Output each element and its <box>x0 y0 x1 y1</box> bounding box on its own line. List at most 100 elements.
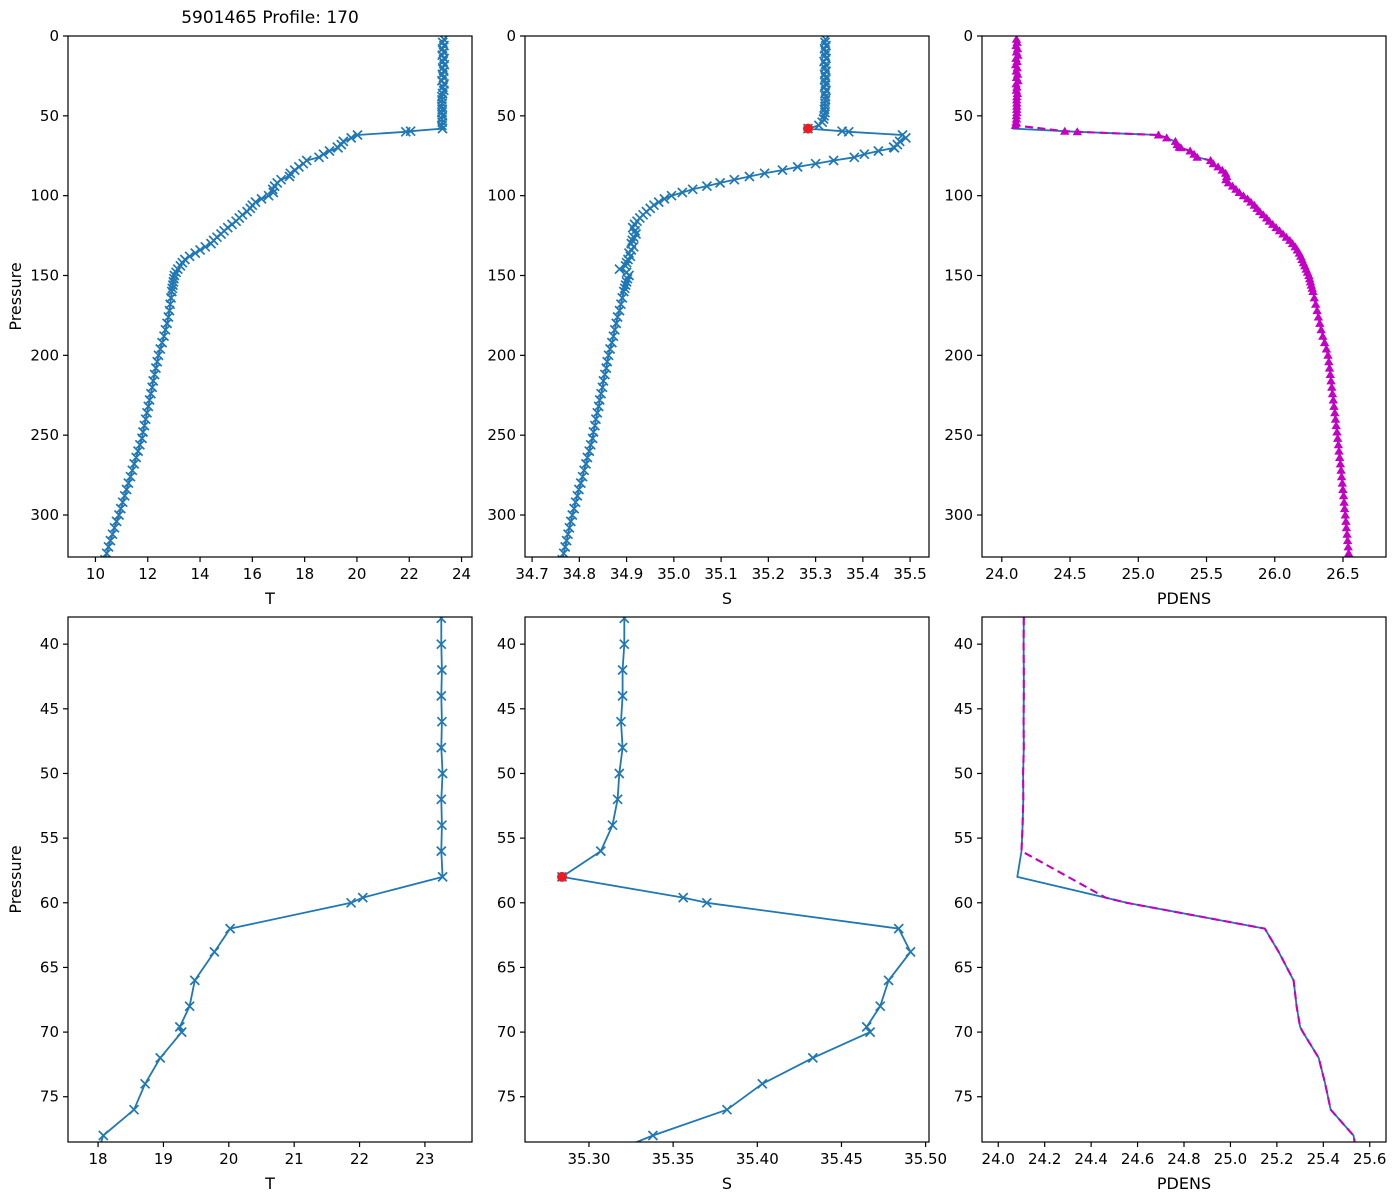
y-tick-label: 100 <box>30 187 59 205</box>
panel-pdens-full: 24.0 24.5 25.0 25.5 26.0 26.5 PDENS 0 50 100 150 20… <box>944 27 1387 608</box>
bad-point-marker <box>557 871 568 882</box>
x-axis-title: T <box>264 1174 275 1193</box>
profile-line-T <box>100 617 444 1142</box>
x-axis-title: PDENS <box>1157 1174 1211 1193</box>
x-tick-label: 35.30 <box>567 1150 610 1168</box>
x-tick-label: 35.3 <box>799 565 832 583</box>
x-tick-label: 35.50 <box>904 1150 947 1168</box>
y-tick-label: 60 <box>497 894 516 912</box>
x-tick-label: 22 <box>350 1150 369 1168</box>
x-tick-label: 24.4 <box>1074 1150 1107 1168</box>
x-markers-T <box>99 36 450 557</box>
y-tick-label: 75 <box>497 1088 516 1106</box>
y-axis-title: Pressure <box>6 262 25 330</box>
x-tick-label: 35.1 <box>704 565 737 583</box>
y-tick-label: 65 <box>497 958 516 976</box>
x-tick-label: 34.7 <box>515 565 548 583</box>
y-tick-label: 40 <box>954 635 973 653</box>
y-tick-label: 200 <box>30 346 59 364</box>
y-tick-label: 45 <box>40 700 59 718</box>
x-tick-label: 24.6 <box>1121 1150 1154 1168</box>
y-tick-label: 300 <box>30 506 59 524</box>
y-tick-label: 50 <box>40 107 59 125</box>
x-tick-label: 20 <box>219 1150 238 1168</box>
x-tick-label: 35.45 <box>820 1150 863 1168</box>
y-axis-title: Pressure <box>6 845 25 913</box>
x-tick-label: 12 <box>138 565 157 583</box>
profile-line-T <box>104 38 446 557</box>
x-tick-label: 23 <box>415 1150 434 1168</box>
y-tick-label: 60 <box>954 894 973 912</box>
panel-pdens-zoom: 24.0 24.2 24.4 24.6 24.8 25.0 25.2 25.4 25.6 PDEN… <box>954 616 1387 1193</box>
y-tick-label: 100 <box>487 187 516 205</box>
x-tick-label: 25.2 <box>1260 1150 1293 1168</box>
x-tick-label: 16 <box>243 565 262 583</box>
y-axis-salinity-full: 0 50 100 150 200 250 300 <box>487 27 525 524</box>
y-tick-label: 70 <box>954 1023 973 1041</box>
x-tick-label: 26.0 <box>1258 565 1291 583</box>
x-tick-label: 25.5 <box>1190 565 1223 583</box>
x-axis-salinity-zoom: 35.30 35.35 35.40 35.45 35.50 S <box>567 1142 947 1193</box>
y-tick-label: 50 <box>497 107 516 125</box>
x-tick-label: 19 <box>154 1150 173 1168</box>
y-tick-label: 75 <box>954 1088 973 1106</box>
bad-point-marker <box>803 123 814 134</box>
x-tick-label: 25.6 <box>1353 1150 1386 1168</box>
profile-line-S <box>561 39 907 557</box>
data-series-pdens-full <box>1010 36 1354 557</box>
y-tick-label: 50 <box>954 107 973 125</box>
x-axis-title: S <box>722 589 732 608</box>
x-tick-label: 35.35 <box>652 1150 695 1168</box>
y-axis-pdens-zoom: 40 45 50 55 60 65 70 75 <box>954 635 982 1106</box>
y-tick-label: 150 <box>30 267 59 285</box>
x-tick-label: 35.0 <box>657 565 690 583</box>
y-tick-label: 55 <box>497 829 516 847</box>
y-tick-label: 50 <box>40 764 59 782</box>
axes-frame-pdens-zoom <box>981 616 1387 1143</box>
y-tick-label: 70 <box>40 1023 59 1041</box>
x-tick-label: 35.5 <box>893 565 926 583</box>
profile-line-PDENS <box>1016 617 1356 1142</box>
axes-frame-salinity-zoom <box>524 616 930 1143</box>
x-tick-label: 22 <box>400 565 419 583</box>
y-tick-label: 40 <box>40 635 59 653</box>
x-tick-label: 35.4 <box>846 565 879 583</box>
y-tick-label: 65 <box>40 958 59 976</box>
x-axis-salinity-full: 34.7 34.8 34.9 35.0 35.1 35.2 35.3 35.4 35.5 S <box>515 557 927 608</box>
figure-title: 5901465 Profile: 170 <box>181 8 359 28</box>
y-tick-label: 50 <box>954 764 973 782</box>
y-tick-label: 150 <box>487 267 516 285</box>
x-tick-label: 35.2 <box>752 565 785 583</box>
axes-frame-temperature-full <box>67 35 473 558</box>
axes-frame-pdens-full <box>981 35 1387 558</box>
x-axis-title: T <box>264 589 275 608</box>
y-tick-label: 150 <box>944 267 973 285</box>
profile-line-S <box>561 617 912 1142</box>
y-axis-salinity-zoom: 40 45 50 55 60 65 70 75 <box>497 635 525 1106</box>
data-series-pdens-zoom <box>1016 617 1356 1142</box>
axes-frame-temperature-zoom <box>67 616 473 1143</box>
x-tick-label: 25.0 <box>1214 1150 1247 1168</box>
y-axis-temperature-zoom: 40 45 50 55 60 65 70 75 Pressure <box>6 635 68 1106</box>
y-tick-label: 100 <box>944 187 973 205</box>
x-tick-label: 24 <box>452 565 471 583</box>
x-tick-label: 34.8 <box>563 565 596 583</box>
x-markers-S <box>556 617 916 1141</box>
y-axis-temperature-full: 0 50 100 150 200 250 300 Pressure <box>6 27 68 524</box>
y-axis-pdens-full: 0 50 100 150 200 250 300 <box>944 27 982 524</box>
data-series-temperature-full <box>99 36 450 557</box>
y-tick-label: 55 <box>40 829 59 847</box>
y-tick-label: 0 <box>49 27 59 45</box>
panel-salinity-zoom: 35.30 35.35 35.40 35.45 35.50 S 40 45 50 55 60 65 70… <box>497 616 947 1193</box>
y-tick-label: 200 <box>487 346 516 364</box>
x-tick-label: 14 <box>191 565 210 583</box>
y-tick-label: 200 <box>944 346 973 364</box>
data-series-salinity-zoom <box>556 617 916 1142</box>
y-tick-label: 300 <box>487 506 516 524</box>
x-tick-label: 18 <box>295 565 314 583</box>
data-series-temperature-zoom <box>98 617 448 1142</box>
x-axis-temperature-full: 10 12 14 16 18 20 22 24 T <box>86 557 471 608</box>
y-tick-label: 75 <box>40 1088 59 1106</box>
y-tick-label: 250 <box>944 426 973 444</box>
